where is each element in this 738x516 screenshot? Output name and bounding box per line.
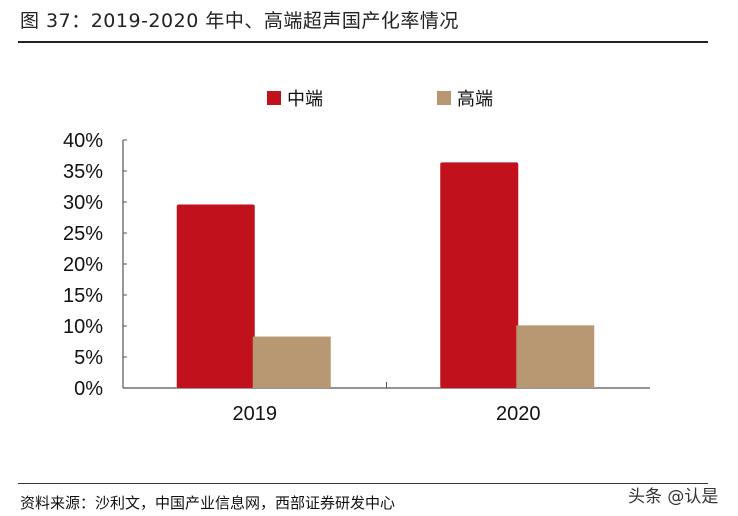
x-tick-label: 2019 [233, 403, 278, 425]
bar-中端-2020 [440, 162, 519, 388]
title-rule [18, 41, 708, 43]
y-tick-label: 35% [63, 161, 103, 183]
legend-label-0: 中端 [287, 89, 323, 110]
y-tick-label: 15% [63, 285, 103, 307]
y-tick-label: 30% [63, 192, 103, 214]
watermark: 头条 @认是 [628, 487, 719, 507]
source-note: 资料来源：沙利文，中国产业信息网，西部证券研发中心 [20, 494, 396, 512]
bar-高端-2019 [252, 336, 331, 388]
legend-swatch-1 [437, 91, 451, 105]
bar-高端-2020 [516, 325, 595, 388]
y-tick-label: 40% [63, 130, 103, 152]
x-tick-label: 2020 [496, 403, 541, 425]
y-tick-label: 20% [63, 254, 103, 276]
legend-swatch-0 [267, 91, 281, 105]
y-tick-label: 5% [74, 347, 103, 369]
bar-chart: 0% 5% 10% 15% 20% 25% 30% 35% 40% 2019 2020 中端 高端 [63, 89, 650, 425]
y-tick-label: 0% [74, 378, 103, 400]
bar-中端-2019 [176, 204, 255, 388]
figure-title: 图 37：2019-2020 年中、高端超声国产化率情况 [20, 10, 459, 32]
y-tick-label: 10% [63, 316, 103, 338]
source-rule [18, 483, 708, 484]
legend-label-1: 高端 [457, 89, 493, 110]
y-tick-label: 25% [63, 223, 103, 245]
